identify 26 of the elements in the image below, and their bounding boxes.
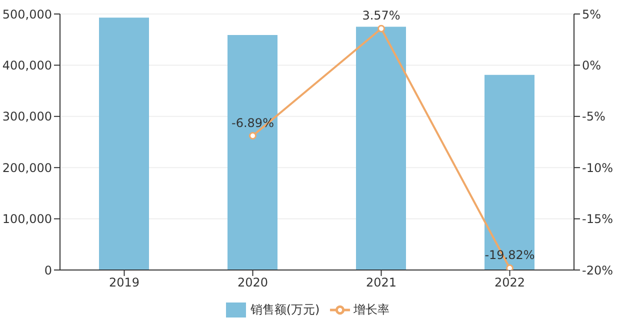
legend-label: 销售额(万元) <box>250 302 320 316</box>
bar <box>356 26 406 270</box>
bar <box>484 74 534 270</box>
legend-label: 增长率 <box>354 302 390 316</box>
point <box>249 132 256 140</box>
y-tick-label: 300,000 <box>2 110 52 124</box>
point <box>378 24 385 32</box>
y2-tick-label: -5% <box>582 110 606 124</box>
y-tick-label: 200,000 <box>2 160 52 175</box>
bar <box>228 34 278 270</box>
y2-tick-label: 0% <box>582 58 602 72</box>
x-tick-label: 2021 <box>366 276 397 290</box>
y2-tick-label: 5% <box>582 7 602 22</box>
y2-tick-label: -20% <box>582 263 614 278</box>
y-tick-label: 0 <box>44 263 52 278</box>
x-tick-label: 2019 <box>108 276 140 290</box>
x-tick-label: 2022 <box>494 276 526 290</box>
point <box>506 264 514 270</box>
y-tick-label: 100,000 <box>2 212 52 226</box>
y2-tick-label: -10% <box>582 160 614 175</box>
bar <box>99 18 149 270</box>
y2-tick-label: -15% <box>582 212 614 226</box>
y-tick-label: 400,000 <box>2 58 52 72</box>
y-tick-label: 500,000 <box>2 7 52 22</box>
data-label: 3.57% <box>362 8 400 23</box>
x-tick-label: 2020 <box>237 276 268 290</box>
